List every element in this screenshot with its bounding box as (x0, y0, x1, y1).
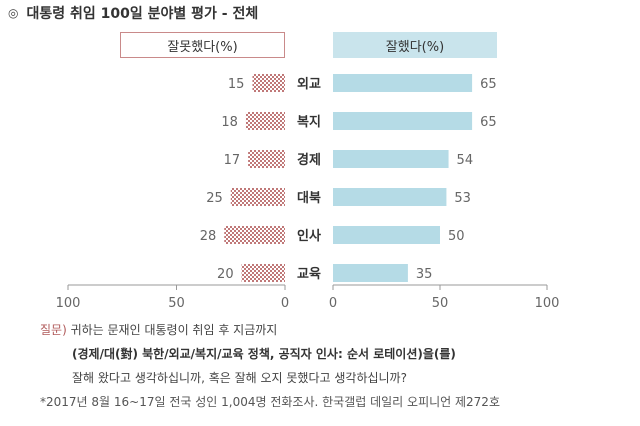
question-label: 질문) (40, 323, 67, 337)
legend-negative: 잘못했다(%) (120, 32, 285, 58)
legend-positive: 잘했다(%) (333, 32, 497, 58)
bar-negative (252, 74, 285, 92)
data-label-positive: 50 (448, 229, 465, 244)
bar-positive (333, 112, 473, 130)
title-bullet-icon: ◎ (8, 6, 19, 20)
bar-negative (241, 264, 285, 282)
chart-title: ◎ 대통령 취임 100일 분야별 평가 - 전체 (8, 3, 258, 23)
data-label-negative: 20 (217, 267, 234, 282)
question-topics: (경제/대(對) 북한/외교/복지/교육 정책, 공직자 인사: 순서 로테이션… (72, 347, 456, 361)
data-label-negative: 18 (221, 115, 238, 130)
bar-positive (333, 150, 449, 168)
category-label: 복지 (297, 115, 321, 130)
data-label-negative: 17 (224, 153, 241, 168)
source-note: *2017년 8월 16~17일 전국 성인 1,004명 전화조사. 한국갤럽… (40, 395, 500, 409)
left-axis-tick-label: 0 (281, 296, 289, 311)
right-axis-tick-label: 0 (329, 296, 337, 311)
bar-negative (224, 226, 285, 244)
bar-positive (333, 264, 408, 282)
bar-negative (230, 188, 285, 206)
data-label-positive: 53 (454, 191, 471, 206)
category-label: 인사 (297, 228, 321, 244)
bar-negative (248, 150, 285, 168)
category-label: 경제 (297, 152, 321, 168)
bar-positive (333, 226, 440, 244)
category-label: 대북 (297, 191, 321, 206)
data-label-positive: 54 (457, 153, 474, 168)
question-line2: 잘해 왔다고 생각하십니까, 혹은 잘해 오지 못했다고 생각하십니까? (72, 371, 407, 385)
chart-title-text: 대통령 취임 100일 분야별 평가 - 전체 (26, 6, 259, 22)
data-label-negative: 25 (206, 191, 223, 206)
right-axis-tick-label: 100 (535, 296, 560, 311)
right-axis-tick-label: 50 (432, 296, 449, 311)
data-label-negative: 15 (228, 77, 245, 92)
data-label-positive: 65 (480, 115, 497, 130)
data-label-positive: 35 (416, 267, 433, 282)
left-axis-tick-label: 100 (56, 296, 81, 311)
data-label-positive: 65 (480, 77, 497, 92)
question-line1: 귀하는 문재인 대통령이 취임 후 지금까지 (66, 323, 278, 337)
bar-positive (333, 188, 447, 206)
bar-negative (245, 112, 285, 130)
left-axis-tick-label: 50 (168, 296, 185, 311)
category-label: 교육 (297, 266, 321, 282)
data-label-negative: 28 (200, 229, 217, 244)
category-label: 외교 (297, 76, 321, 92)
question-note: 질문) 귀하는 문재인 대통령이 취임 후 지금까지 (40, 321, 277, 338)
bar-positive (333, 74, 473, 92)
